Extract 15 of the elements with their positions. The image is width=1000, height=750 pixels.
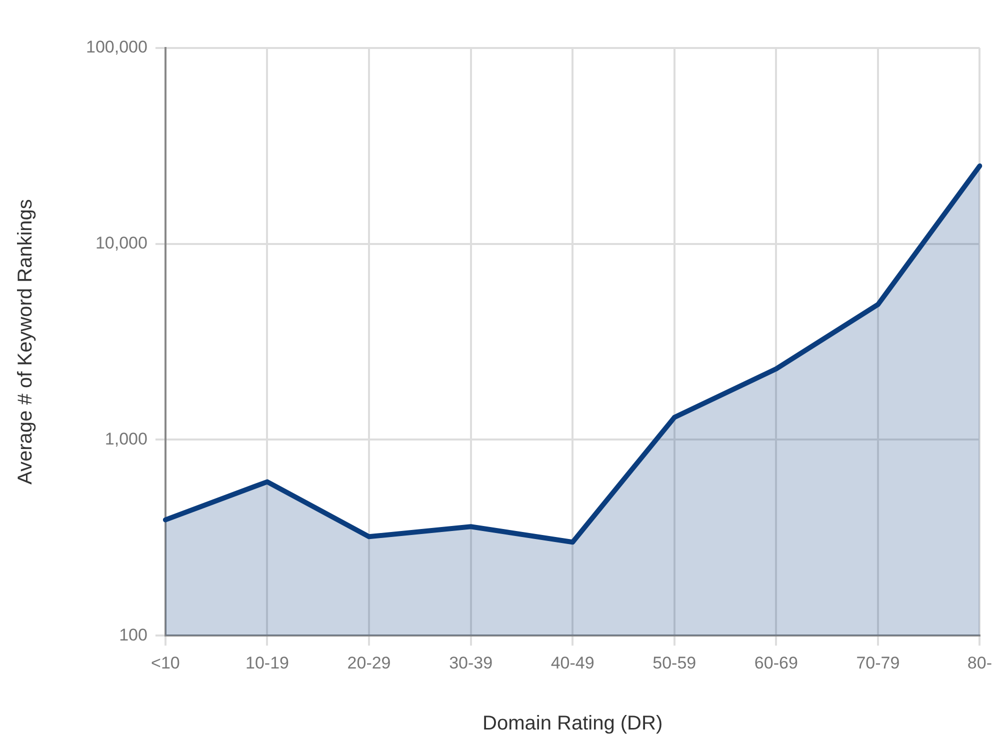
x-tick-label: 70-79 — [856, 653, 900, 672]
x-tick-label: 20-29 — [347, 653, 391, 672]
y-axis-title: Average # of Keyword Rankings — [14, 199, 37, 484]
y-tick-label: 10,000 — [95, 234, 148, 253]
x-tick-label: 30-39 — [449, 653, 493, 672]
x-tick-label: 40-49 — [550, 653, 594, 672]
x-tick-label: <10 — [151, 653, 180, 672]
y-tick-label: 100 — [119, 625, 148, 644]
x-axis-title: Domain Rating (DR) — [482, 712, 663, 735]
y-tick-label: 100,000 — [86, 38, 148, 57]
x-tick-label: 60-69 — [754, 653, 798, 672]
x-tick-label: 10-19 — [245, 653, 289, 672]
x-tick-label: 50-59 — [652, 653, 696, 672]
y-tick-label: 1,000 — [104, 429, 148, 448]
x-tick-label: 80- — [967, 653, 992, 672]
